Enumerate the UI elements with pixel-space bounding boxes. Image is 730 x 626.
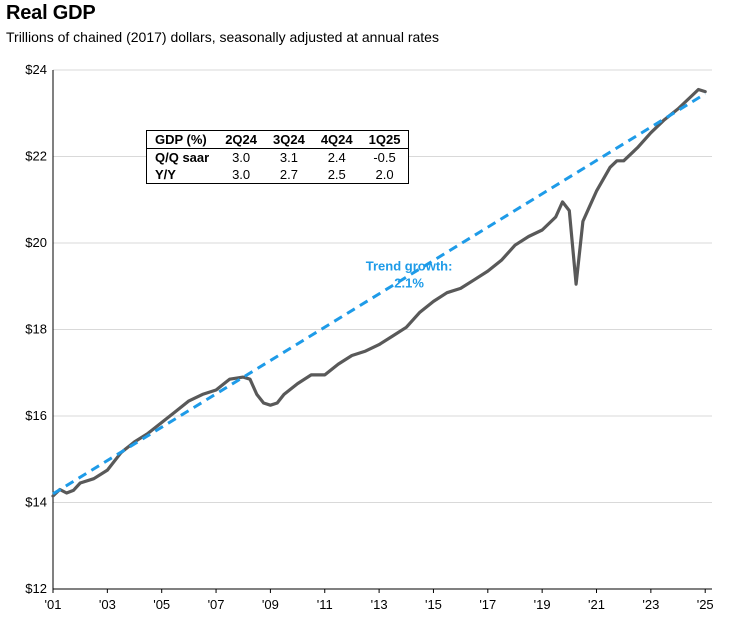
x-tick-label: '13 — [371, 597, 388, 612]
series-layer — [51, 87, 707, 498]
table-header-cell: 3Q24 — [265, 130, 313, 149]
axis-layer: $12 $14 $16 $18 $20 $22 $24 '01 '03 '05 '07 '09 '11 '… — [25, 62, 713, 612]
annotation-layer: Trend growth: 2.1% — [366, 258, 453, 290]
table-row: Q/Q saar 3.0 3.1 2.4 -0.5 — [147, 149, 409, 167]
table-header-cell: 1Q25 — [360, 130, 409, 149]
x-tick-label: '03 — [99, 597, 116, 612]
y-tick-label: $12 — [25, 581, 47, 596]
table-header-cell: 2Q24 — [217, 130, 266, 149]
table-cell: 3.0 — [232, 150, 251, 165]
table-cell: 2.5 — [327, 167, 346, 182]
x-tick-label: '21 — [588, 597, 605, 612]
y-tick-label: $22 — [25, 149, 47, 164]
table-cell: 2.7 — [279, 167, 298, 182]
y-tick-label: $24 — [25, 62, 47, 77]
table-cell: 2.4 — [327, 150, 346, 165]
y-tick-label: $14 — [25, 495, 47, 510]
table-header-cell: GDP (%) — [146, 130, 218, 149]
table-cell: 3.0 — [232, 167, 251, 182]
table-row-label: Q/Q saar — [155, 150, 210, 165]
table-cell: 3.1 — [279, 150, 298, 165]
trend-annotation-label: 2.1% — [394, 275, 424, 290]
trend-growth-line — [52, 92, 706, 496]
real-gdp-line — [51, 87, 707, 498]
trend-annotation-label: Trend growth: — [366, 258, 453, 273]
x-tick-label: '23 — [642, 597, 659, 612]
x-tick-label: '19 — [534, 597, 551, 612]
x-tick-label: '17 — [479, 597, 496, 612]
table-row: Y/Y 3.0 2.7 2.5 2.0 — [147, 166, 409, 184]
x-tick-label: '07 — [208, 597, 225, 612]
table-row-label: Y/Y — [155, 167, 176, 182]
table-header-row: GDP (%) 2Q24 3Q24 4Q24 1Q25 — [146, 130, 409, 149]
chart-subtitle: Trillions of chained (2017) dollars, sea… — [6, 29, 439, 45]
table-header-cell: 4Q24 — [312, 130, 361, 149]
table-cell: -0.5 — [373, 150, 396, 165]
y-tick-label: $18 — [25, 322, 47, 337]
chart-title: Real GDP — [6, 2, 96, 24]
x-tick-label: '05 — [153, 597, 170, 612]
table-cell: 2.0 — [375, 167, 394, 182]
x-tick-label: '01 — [45, 597, 62, 612]
gdp-summary-table: GDP (%) 2Q24 3Q24 4Q24 1Q25 Q/Q saar 3.0… — [146, 130, 410, 184]
x-tick-label: '25 — [697, 597, 714, 612]
x-tick-label: '09 — [262, 597, 279, 612]
x-tick-label: '11 — [317, 597, 333, 612]
y-tick-label: $16 — [25, 408, 47, 423]
y-tick-label: $20 — [25, 235, 47, 250]
grid-layer — [53, 69, 712, 503]
x-tick-label: '15 — [425, 597, 442, 612]
